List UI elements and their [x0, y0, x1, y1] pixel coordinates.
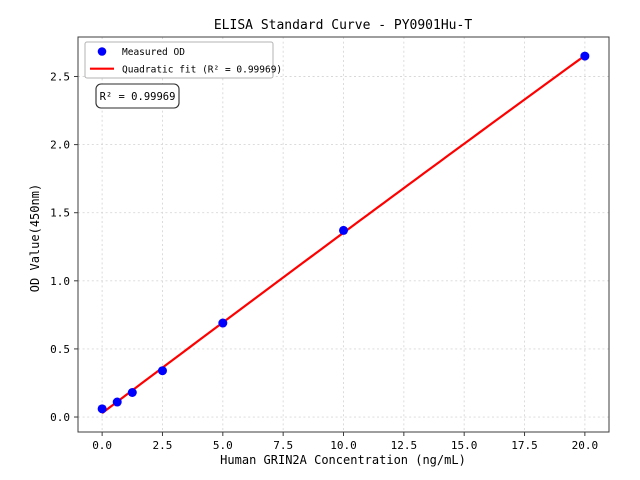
- y-tick-label: 2.0: [50, 139, 70, 152]
- data-point: [127, 388, 137, 397]
- data-point: [112, 397, 122, 407]
- legend-box: [84, 41, 274, 79]
- x-tick-label: 10.0: [330, 439, 357, 452]
- y-tick-label: 2.5: [50, 71, 70, 84]
- annotation-box: [95, 83, 180, 109]
- y-axis-label: OD Value(450nm): [28, 184, 42, 292]
- r-squared-annotation: R² = 0.99969: [95, 83, 180, 109]
- x-tick-label: 12.5: [391, 439, 418, 452]
- x-tick-label: 17.5: [511, 439, 538, 452]
- plot-area: 0.0 2.5 5.0 7.5 10.0 12.5 15.0 17.5 20.0 0.0 0.5 1.…: [50, 36, 610, 452]
- x-tick-label: 2.5: [153, 439, 173, 452]
- x-tick-label: 20.0: [572, 439, 599, 452]
- x-tick-label: 5.0: [213, 439, 233, 452]
- data-point: [97, 404, 107, 414]
- x-axis-label: Human GRIN2A Concentration (ng/mL): [220, 453, 466, 467]
- y-tick-label: 1.0: [50, 275, 70, 288]
- legend: Measured OD Quadratic fit (R² = 0.99969): [84, 41, 282, 79]
- data-point: [339, 225, 348, 235]
- legend-label-measured-od: Measured OD: [122, 47, 185, 58]
- y-tick-label: 0.0: [50, 411, 70, 424]
- x-tick-label: 0.0: [92, 439, 112, 452]
- annotation-text: R² = 0.99969: [100, 91, 176, 103]
- x-tick-label: 7.5: [273, 439, 293, 452]
- data-point: [157, 366, 167, 376]
- y-tick-label: 0.5: [50, 343, 70, 356]
- legend-measured-od-marker-icon: [97, 47, 107, 56]
- legend-label-quadratic-fit: Quadratic fit (R² = 0.99969): [122, 64, 282, 75]
- data-point: [218, 318, 228, 328]
- data-point: [580, 51, 590, 61]
- x-tick-label: 15.0: [451, 439, 478, 452]
- y-tick-label: 1.5: [50, 207, 70, 220]
- chart-title: ELISA Standard Curve - PY0901Hu-T: [214, 18, 472, 33]
